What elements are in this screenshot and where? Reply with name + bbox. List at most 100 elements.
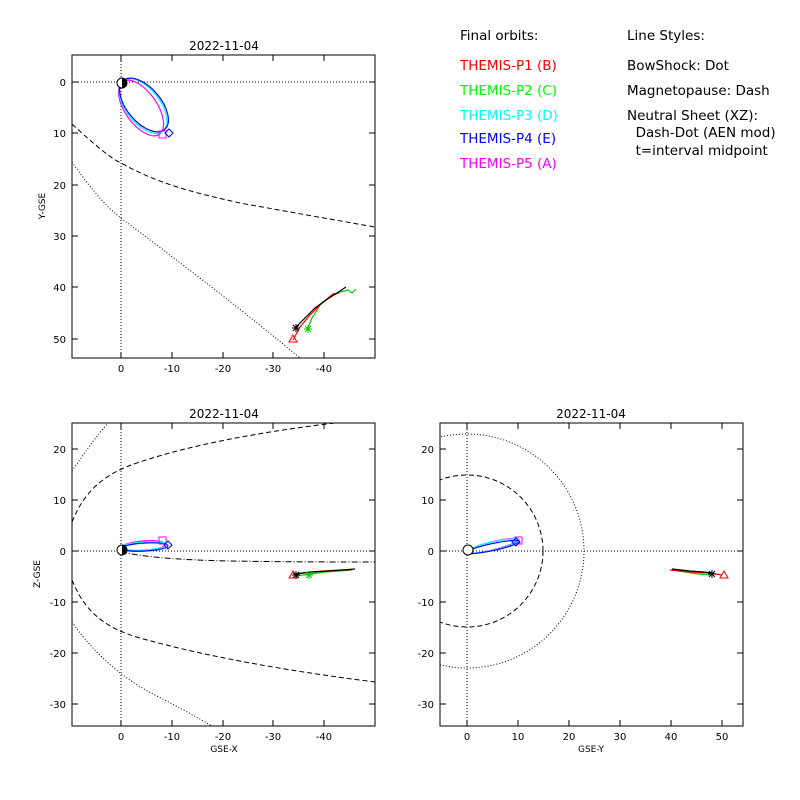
legend-styles-title: Line Styles: xyxy=(627,28,705,44)
panel-xy-xtick-label: -20 xyxy=(215,364,231,375)
panel-yz-p4-marker xyxy=(511,537,521,547)
panel-xy-ytick-label: 10 xyxy=(53,129,66,140)
panel-xy-xtick-label: -30 xyxy=(265,364,281,375)
panel-xz-xtick-label: -10 xyxy=(164,732,180,743)
panel-xy-magnetopause xyxy=(71,123,376,228)
panel-yz-xtick-label: 50 xyxy=(716,732,729,743)
panel-yz-yticks xyxy=(440,448,743,705)
panel-xy-p1-triangle xyxy=(288,333,298,343)
panel-yz-xtick-label: 20 xyxy=(563,732,576,743)
panel-yz-ytick-label: 0 xyxy=(428,547,434,558)
panel-yz-inner-orbits xyxy=(462,536,523,556)
panel-xz-orbit-p0 xyxy=(295,568,356,575)
panel-xz-yticks xyxy=(72,448,375,705)
panel-xz-bowshock xyxy=(71,422,109,472)
panel-xz-xtick-label: 0 xyxy=(118,732,124,743)
panel-xz-frame xyxy=(71,422,376,727)
panel-xy-outer-orbits xyxy=(288,286,357,343)
panel-xy-xtick-label: -40 xyxy=(316,364,332,375)
panel-xz-magnetopause xyxy=(71,422,336,523)
earth-icon xyxy=(462,544,474,556)
panel-xz-p2-star xyxy=(305,571,313,579)
panel-yz-ytick-label: -10 xyxy=(418,598,434,609)
panel-yz-frame xyxy=(439,422,744,727)
panel-xy-ytick-label: 0 xyxy=(60,78,66,89)
panel-xz-title: 2022-11-04 xyxy=(189,407,259,421)
panel-xz-ylabel: Z-GSE xyxy=(33,560,43,588)
panel-xy-bowshock xyxy=(71,161,301,359)
panel-yz-ytick-label: -20 xyxy=(418,649,434,660)
panel-xz-orbit-p3 xyxy=(120,541,168,551)
panel-xz-ytick-label: -20 xyxy=(50,649,66,660)
panel-yz-bowshock xyxy=(440,433,585,669)
panel-xz-xtick-label: -30 xyxy=(265,732,281,743)
panel-xy: 2022-11-04 0 -10 -20 -30 -40 0 10 20 30 … xyxy=(38,39,376,375)
earth-night-side xyxy=(122,545,127,555)
panel-xz-p5-marker xyxy=(158,536,167,545)
panel-xy-xtick-label: 0 xyxy=(118,364,124,375)
panel-yz-p0-star xyxy=(708,570,716,578)
panel-xz-outer-orbits xyxy=(288,568,356,579)
panel-xz-ytick-label: -30 xyxy=(50,700,66,711)
legend-style-dash-dot: Dash-Dot (AEN mod) xyxy=(627,125,776,141)
panel-xz-ytick-label: 0 xyxy=(60,547,66,558)
panel-yz-title: 2022-11-04 xyxy=(556,407,626,421)
legend-orbit-p4: THEMIS-P4 (E) xyxy=(459,131,556,147)
panel-yz-outer-orbits xyxy=(669,568,729,579)
panel-xy-ylabel: Y-GSE xyxy=(38,193,48,221)
earth-night-side xyxy=(122,78,127,88)
panel-xz-xtick-label: -20 xyxy=(215,732,231,743)
legend-orbits-title: Final orbits: xyxy=(460,28,538,44)
panel-xy-title: 2022-11-04 xyxy=(189,39,259,53)
panel-xz-neutral-sheet xyxy=(120,551,376,563)
panel-xz-magnetopause-south xyxy=(71,579,376,683)
legend-style-magnetopause: Magnetopause: Dash xyxy=(627,83,770,99)
legend-style-bowshock: BowShock: Dot xyxy=(627,58,729,74)
legend-style-midpoint: t=interval midpoint xyxy=(627,143,768,159)
panel-yz-xtick-label: 30 xyxy=(614,732,627,743)
legend-orbit-p2: THEMIS-P2 (C) xyxy=(459,83,557,99)
panel-xy-p0-star xyxy=(292,324,300,332)
panel-xy-inner-orbits xyxy=(116,77,174,139)
panel-xy-xticks xyxy=(120,55,325,358)
panel-yz-orbit-p0 xyxy=(671,568,713,574)
panel-xy-p2-star xyxy=(304,325,312,333)
panel-yz-p1-triangle xyxy=(719,569,729,579)
panel-xz-p4-marker xyxy=(163,540,173,550)
panel-yz-xlabel: GSE-Y xyxy=(578,745,605,755)
panel-yz-xtick-label: 40 xyxy=(665,732,678,743)
panel-xz-bowshock-south xyxy=(71,621,213,727)
panel-xz-xlabel: GSE-X xyxy=(210,745,237,755)
legend-orbit-p1: THEMIS-P1 (B) xyxy=(459,58,557,74)
legend-style-neutral-sheet: Neutral Sheet (XZ): xyxy=(627,108,758,124)
legend: Final orbits: THEMIS-P1 (B) THEMIS-P2 (C… xyxy=(459,28,776,172)
panel-xz-ytick-label: -10 xyxy=(50,598,66,609)
panel-xy-yticks xyxy=(72,81,375,340)
panel-yz-ytick-label: 20 xyxy=(421,445,434,456)
panel-yz-ytick-label: 10 xyxy=(421,496,434,507)
panel-xz-inner-orbits xyxy=(116,536,173,556)
panel-xz-p0-star xyxy=(292,571,300,579)
panel-xy-p4-marker xyxy=(164,128,174,138)
panel-xz: 2022-11-04 0 -10 -20 -30 -40 20 10 0 -10… xyxy=(33,407,376,755)
legend-orbit-p5: THEMIS-P5 (A) xyxy=(459,156,557,172)
panel-xy-orbit-p0 xyxy=(295,286,347,328)
panel-xz-ytick-label: 10 xyxy=(53,496,66,507)
panel-yz-magnetopause xyxy=(440,474,544,628)
panel-xy-frame xyxy=(71,54,376,359)
panel-xy-ytick-label: 40 xyxy=(53,283,66,294)
legend-orbit-p3: THEMIS-P3 (D) xyxy=(459,108,558,124)
panel-xz-xtick-label: -40 xyxy=(316,732,332,743)
panel-yz-xtick-label: 10 xyxy=(512,732,525,743)
panel-yz-xtick-label: 0 xyxy=(464,732,470,743)
panel-yz: 2022-11-04 0 10 20 30 40 50 20 10 0 -10 … xyxy=(418,407,744,755)
panel-xy-orbit-p1 xyxy=(292,292,340,341)
panel-xy-ytick-label: 50 xyxy=(53,335,66,346)
panel-xy-ytick-label: 20 xyxy=(53,181,66,192)
panel-xy-xtick-label: -10 xyxy=(164,364,180,375)
panel-yz-xticks xyxy=(466,423,723,726)
panel-yz-ytick-label: -30 xyxy=(418,700,434,711)
panel-xy-ytick-label: 30 xyxy=(53,232,66,243)
panel-xz-ytick-label: 20 xyxy=(53,445,66,456)
